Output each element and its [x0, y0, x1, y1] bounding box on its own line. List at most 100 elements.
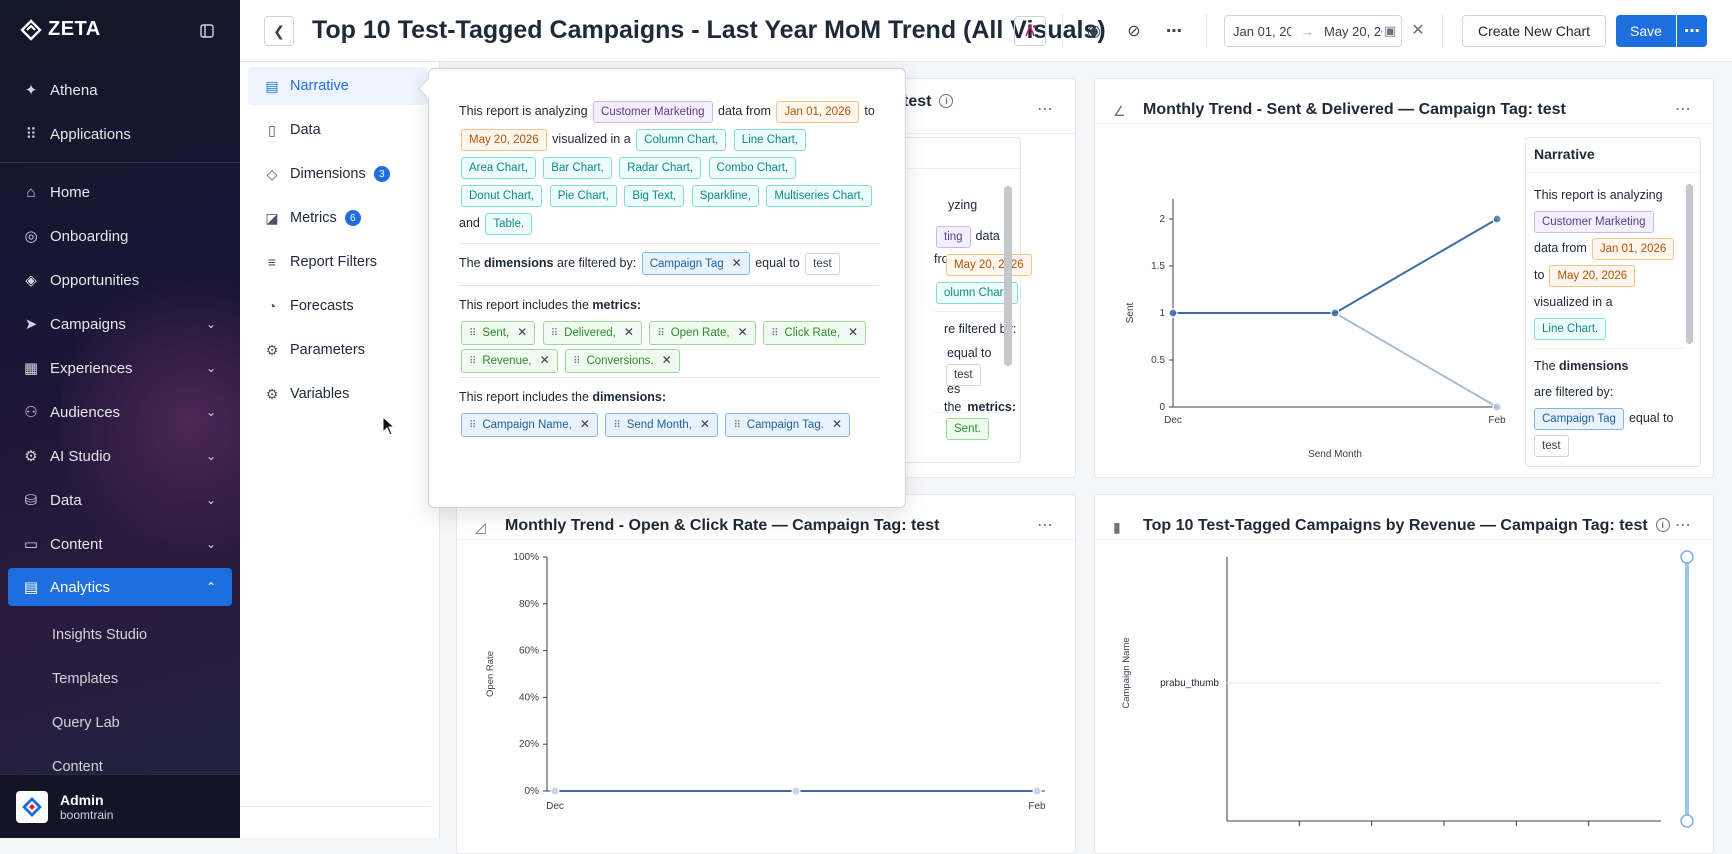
sidebar-item-content[interactable]: ▭ Content ⌄ — [8, 525, 232, 563]
date-chip: May 20, 2026 — [461, 129, 547, 151]
metric-chip[interactable]: ⠿ Delivered, ✕ — [542, 321, 642, 345]
narrative-scrollbar[interactable] — [1004, 186, 1012, 366]
metric-chip[interactable]: ⠿ Revenue, ✕ — [461, 349, 558, 373]
sidebar-item-ai-studio[interactable]: ⚙ AI Studio ⌄ — [8, 437, 232, 475]
remove-icon[interactable]: ✕ — [661, 353, 672, 367]
chart-type-chip: Line Chart, — [733, 129, 807, 151]
info-icon[interactable]: i — [939, 94, 954, 108]
remove-icon[interactable]: ✕ — [848, 325, 859, 339]
remove-icon[interactable]: ✕ — [623, 325, 634, 339]
card-menu-button[interactable]: ⋯ — [1675, 515, 1691, 535]
date-start-input[interactable]: Jan 01, 2026 — [1233, 23, 1291, 39]
config-item-narrative[interactable]: ▤ Narrative — [248, 67, 428, 105]
config-item-data[interactable]: ▯ Data — [248, 111, 428, 149]
drag-handle-icon[interactable]: ⠿ — [469, 420, 477, 431]
sidebar-subitem-templates[interactable]: Templates — [52, 671, 119, 687]
y-axis-label: Campaign Name — [1121, 637, 1132, 708]
y-tick-label: 2 — [1159, 214, 1165, 225]
narrative-text: This report includes the — [459, 390, 589, 404]
sidebar-item-data[interactable]: ⛁ Data ⌄ — [8, 481, 232, 519]
cube-icon: ◇ — [266, 165, 278, 182]
back-button[interactable]: ❮ — [264, 16, 294, 46]
data-point — [550, 786, 560, 796]
config-item-dimensions[interactable]: ◇ Dimensions 3 — [248, 155, 428, 193]
save-button[interactable]: Save — [1616, 15, 1676, 47]
dimension-chip[interactable]: ⠿ Send Month, ✕ — [605, 413, 718, 437]
drag-handle-icon[interactable]: ⠿ — [733, 420, 741, 431]
drag-handle-icon[interactable]: ⠿ — [573, 356, 581, 367]
sidebar-item-applications[interactable]: ⠿ Applications — [8, 115, 232, 153]
sidebar-item-experiences[interactable]: ▦ Experiences ⌄ — [8, 349, 232, 387]
sidebar-subitem-content[interactable]: Content — [52, 759, 103, 775]
config-item-variables[interactable]: ⚙ Variables — [248, 375, 428, 413]
metric-chip[interactable]: ⠿ Click Rate, ✕ — [763, 321, 867, 345]
date-range-picker[interactable]: Jan 01, 2026 → May 20, 2026 ▣ — [1224, 15, 1402, 47]
sidebar-item-athena[interactable]: ✦ Athena — [8, 71, 232, 109]
data-point — [1492, 214, 1502, 224]
dimension-chip[interactable]: ⠿ Campaign Name, ✕ — [461, 413, 598, 437]
more-options-button[interactable]: ⋯ — [1158, 16, 1190, 46]
drag-handle-icon[interactable]: ⠿ — [550, 328, 559, 339]
drag-handle-icon[interactable]: ⠿ — [657, 328, 665, 339]
config-item-metrics[interactable]: ◪ Metrics 6 — [248, 199, 428, 237]
card-menu-button[interactable]: ⋯ — [1037, 515, 1053, 535]
chevron-left-icon: ❮ — [273, 22, 285, 39]
preview-button[interactable]: ◉ — [1078, 16, 1110, 46]
ai-assist-button[interactable] — [1014, 16, 1046, 46]
sidebar-item-opportunities[interactable]: ◈ Opportunities — [8, 261, 232, 299]
sidebar-subitem-insights-studio[interactable]: Insights Studio — [52, 627, 148, 643]
y-tick-label: 0.5 — [1151, 355, 1165, 366]
narrative-heading: Narrative — [1534, 146, 1595, 162]
clear-date-icon[interactable]: ✕ — [1411, 22, 1425, 39]
explore-button[interactable]: ⊘ — [1118, 16, 1150, 46]
sidebar-subitem-query-lab[interactable]: Query Lab — [52, 715, 120, 731]
narrative-text: equal to — [947, 346, 992, 360]
remove-icon[interactable]: ✕ — [517, 325, 528, 339]
user-profile[interactable]: Admin boomtrain — [0, 774, 240, 838]
metric-chip[interactable]: ⠿ Conversions. ✕ — [565, 349, 680, 373]
remove-icon[interactable]: ✕ — [831, 417, 842, 431]
metric-chip[interactable]: ⠿ Open Rate, ✕ — [649, 321, 756, 345]
remove-icon[interactable]: ✕ — [579, 417, 590, 431]
drag-handle-icon[interactable]: ⠿ — [771, 328, 779, 339]
card-menu-button[interactable]: ⋯ — [1037, 99, 1053, 119]
create-new-chart-button[interactable]: Create New Chart — [1462, 15, 1606, 47]
sidebar-item-campaigns[interactable]: ➤ Campaigns ⌄ — [8, 305, 232, 343]
sidebar-item-onboarding[interactable]: ◎ Onboarding — [8, 217, 232, 255]
config-item-report-filters[interactable]: ≡ Report Filters — [248, 243, 428, 281]
sidebar-item-audiences[interactable]: ⚇ Audiences ⌄ — [8, 393, 232, 431]
drag-handle-icon[interactable]: ⠿ — [469, 356, 477, 367]
drag-handle-icon[interactable]: ⠿ — [469, 328, 477, 339]
config-item-forecasts[interactable]: ◔ Forecasts — [248, 287, 428, 325]
dimension-chip[interactable]: ⠿ Campaign Tag. ✕ — [725, 413, 850, 437]
metric-chip[interactable]: ⠿ Sent, ✕ — [461, 321, 536, 345]
sidebar-item-home[interactable]: ⌂ Home — [8, 173, 232, 211]
remove-icon[interactable]: ✕ — [539, 353, 550, 367]
config-item-parameters[interactable]: ⚙ Parameters — [248, 331, 428, 369]
narrative-text: equal to — [1628, 411, 1674, 425]
y-tick-label: 0 — [1159, 402, 1165, 413]
date-end-input[interactable]: May 20, 2026 — [1324, 23, 1382, 39]
narrative-text: yzing — [948, 198, 978, 212]
filter-dimension-chip[interactable]: Campaign Tag ✕ — [641, 252, 750, 275]
y-tick-label: 60% — [519, 646, 539, 657]
line-chart-open-rate: 0% 20% 40% 60% 80% 100% Open Rate Dec Feb — [485, 552, 1046, 812]
sidebar-item-label: Opportunities — [50, 271, 140, 289]
count-badge: 6 — [344, 210, 361, 226]
config-item-label: Data — [290, 122, 321, 138]
drag-handle-icon[interactable]: ⠿ — [613, 420, 621, 431]
zeta-logo[interactable]: ZETA — [20, 18, 101, 41]
info-icon[interactable]: i — [1655, 518, 1670, 532]
collapse-sidebar-icon[interactable] — [198, 22, 216, 40]
remove-icon[interactable]: ✕ — [737, 325, 748, 339]
narrative-scrollbar[interactable] — [1686, 184, 1693, 344]
chart-type-chip: Big Text, — [624, 185, 685, 207]
remove-icon[interactable]: ✕ — [699, 417, 710, 431]
narrative-text: re filtered by: — [944, 322, 1017, 336]
save-options-button[interactable]: ⋯ — [1677, 15, 1707, 47]
remove-icon[interactable]: ✕ — [731, 256, 742, 270]
more-horizontal-icon: ⋯ — [1675, 101, 1691, 118]
file-icon: ▯ — [268, 121, 276, 138]
card-menu-button[interactable]: ⋯ — [1675, 99, 1691, 119]
sidebar-item-analytics[interactable]: ▤ Analytics ⌃ — [8, 568, 232, 606]
